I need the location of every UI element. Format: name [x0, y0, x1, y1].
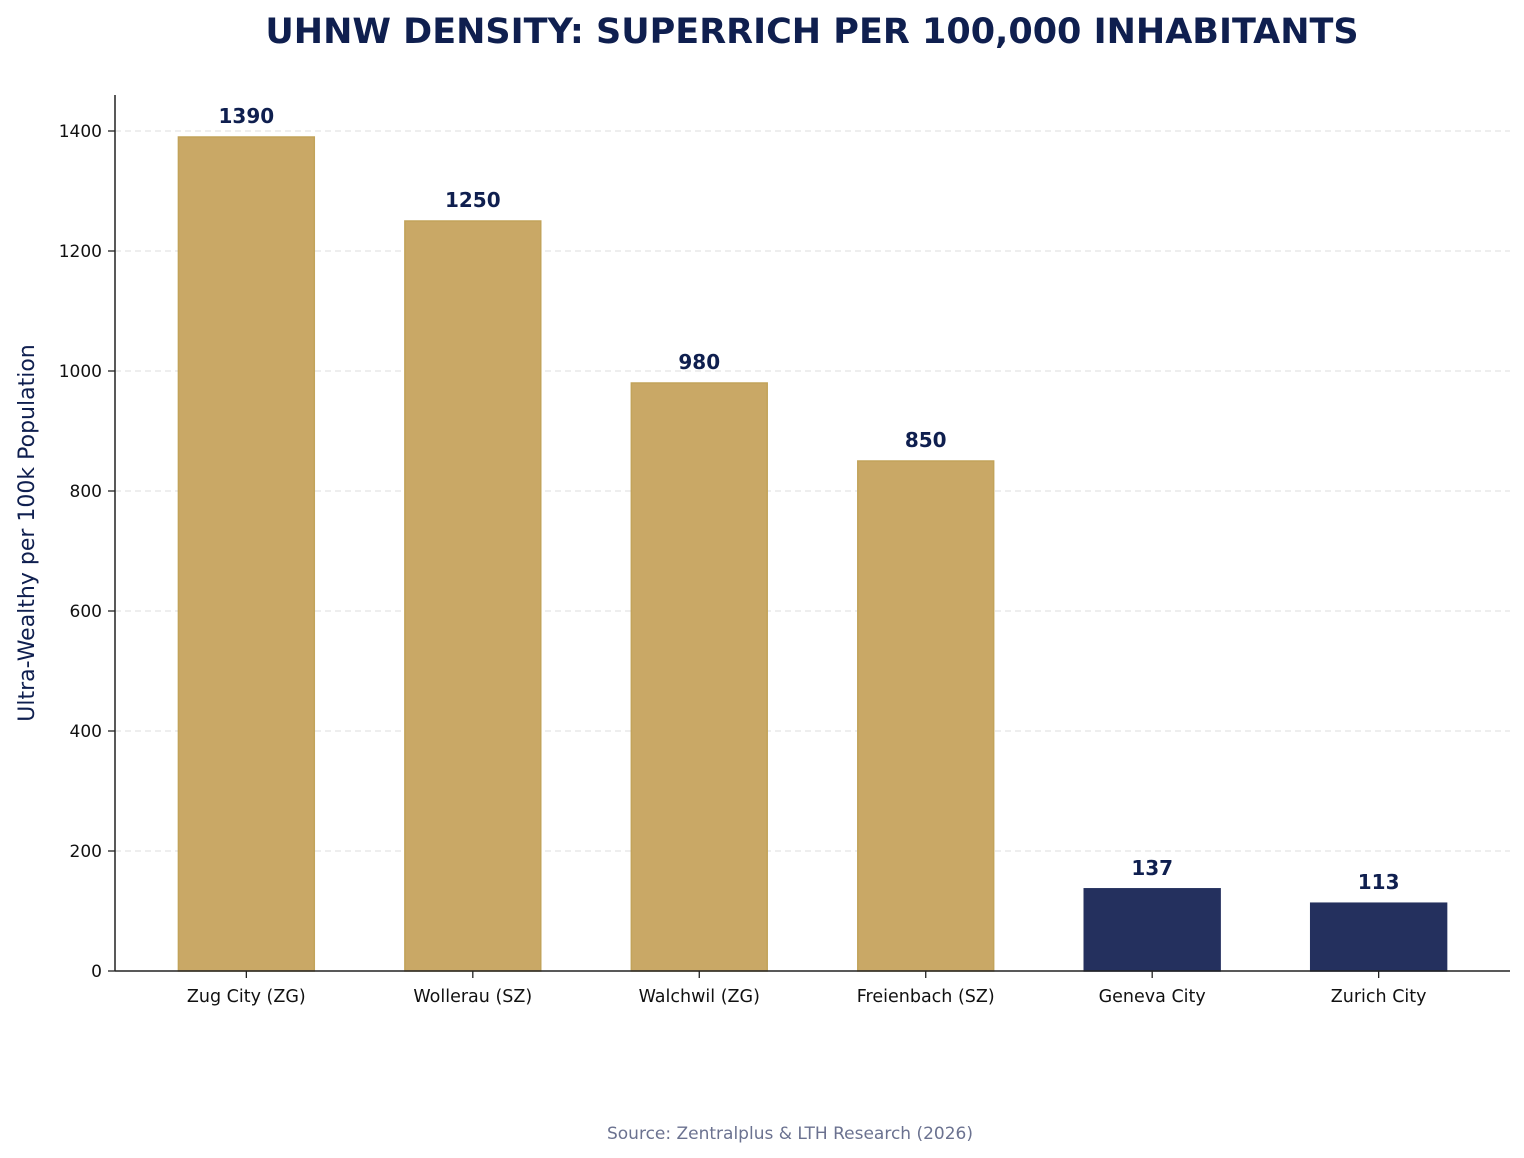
x-tick-label: Freienbach (SZ)	[857, 987, 995, 1007]
bars: 1390 1250 980 850 137 113	[177, 104, 1448, 972]
y-tick-label: 0	[91, 962, 102, 982]
data-label: 850	[905, 428, 947, 452]
x-tick-label: Zurich City	[1331, 987, 1427, 1007]
data-label: 137	[1131, 856, 1173, 880]
y-tick-label: 800	[70, 482, 102, 502]
y-tick-label: 1200	[59, 242, 102, 262]
x-tick-label: Zug City (ZG)	[187, 987, 306, 1007]
data-label: 980	[678, 350, 720, 374]
source-note: Source: Zentralplus & LTH Research (2026…	[607, 1124, 973, 1144]
x-tick-label: Geneva City	[1099, 987, 1206, 1007]
bar	[404, 220, 542, 972]
y-axis-label: Ultra-Wealthy per 100k Population	[15, 344, 40, 721]
data-label: 1390	[219, 104, 275, 128]
y-tick-label: 1000	[59, 362, 102, 382]
bar	[630, 382, 768, 972]
y-tick-label: 400	[70, 722, 102, 742]
y-tick-label: 200	[70, 842, 102, 862]
bar	[857, 460, 995, 972]
grid-lines	[115, 130, 1510, 852]
axes: 0 200 400 600 800 1000 1200 1400 Zug City (ZG) Wo…	[59, 95, 1510, 1007]
data-label: 113	[1358, 870, 1400, 894]
data-label: 1250	[445, 188, 501, 212]
bar	[177, 136, 316, 972]
x-tick-label: Wollerau (SZ)	[413, 987, 532, 1007]
y-tick-label: 1400	[59, 122, 102, 142]
bar	[1083, 888, 1221, 972]
x-tick-label: Walchwil (ZG)	[639, 987, 760, 1007]
chart-title: UHNW DENSITY: SUPERRICH PER 100,000 INHA…	[265, 12, 1358, 52]
bar	[1309, 902, 1448, 972]
y-tick-label: 600	[70, 602, 102, 622]
